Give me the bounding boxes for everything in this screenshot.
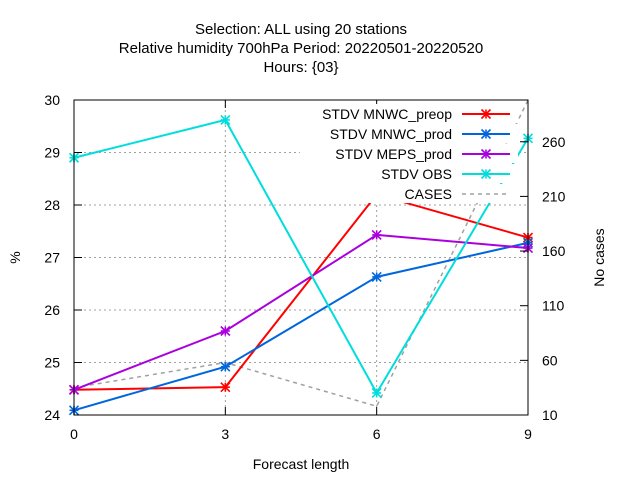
x-tick-label: 6: [373, 426, 381, 442]
legend-entry-bg: [300, 164, 518, 183]
y-tick-label: 27: [44, 250, 60, 266]
x-tick-label: 3: [221, 426, 229, 442]
y2-tick-label: 60: [542, 352, 558, 368]
series-line-stdv-obs: [73, 118, 529, 395]
y2-tick-label: 110: [542, 298, 565, 314]
data-point-stdv-obs: [371, 387, 382, 399]
data-point-stdv-mnwc-prod: [220, 361, 231, 372]
legend-entry-bg: [300, 144, 518, 163]
legend-label: CASES: [405, 186, 452, 202]
series-line-stdv-meps-prod: [73, 233, 529, 391]
x-axis-label: Forecast length: [253, 456, 350, 472]
y2-axis-label: No cases: [591, 228, 607, 286]
y2-tick-label: 160: [542, 243, 566, 259]
legend-entry-cases: CASES: [300, 184, 518, 203]
chart-title: Selection: ALL using 20 stations Relative…: [119, 21, 483, 76]
legend-marker: [480, 128, 492, 140]
y2-tick-label: 210: [542, 188, 566, 204]
legend-entry-stdv-mnwc-prod: STDV MNWC_prod: [300, 124, 518, 143]
y-tick-label: 28: [44, 197, 60, 213]
legend-entry-bg: [300, 104, 518, 123]
legend-marker: [480, 108, 492, 120]
data-point-stdv-meps-prod: [220, 325, 231, 337]
y-tick-label: 26: [44, 302, 60, 318]
y-tick-label: 25: [44, 355, 60, 371]
title-line-2: Relative humidity 700hPa Period: 2022050…: [119, 40, 483, 57]
series-line-stdv-mnwc-prod: [73, 241, 529, 412]
legend-entry-bg: [300, 124, 518, 143]
x-tick-label: 9: [524, 426, 532, 442]
legend-marker: [480, 168, 492, 180]
y2-tick-label: 260: [542, 134, 566, 150]
legend-entry-stdv-obs: STDV OBS: [300, 164, 518, 183]
y-tick-label: 24: [44, 407, 60, 423]
data-point-stdv-mnwc-preop: [220, 382, 231, 393]
axes: 0 3 6 9 24 25 26 27 28 29 30 10 60 110 160 210 260 Foreca…: [7, 92, 607, 472]
legend-marker: [480, 148, 492, 160]
title-line-1: Selection: ALL using 20 stations: [195, 21, 407, 38]
data-point-stdv-meps-prod: [371, 229, 382, 240]
series-cases: [73, 99, 529, 408]
y2-tick-label: 10: [542, 407, 558, 423]
legend-label: STDV MNWC_preop: [322, 106, 452, 122]
data-point-stdv-obs: [220, 114, 231, 126]
legend: STDV MNWC_preop STDV MNWC_prod STDV MEPS_p…: [300, 104, 518, 203]
series-line-stdv-mnwc-preop: [73, 193, 529, 391]
legend-entry-stdv-meps-prod: STDV MEPS_prod: [300, 144, 518, 163]
title-line-3: Hours: {03}: [263, 59, 338, 76]
y-tick-label: 29: [44, 145, 60, 161]
y-axis-label: %: [7, 251, 23, 263]
y-tick-label: 30: [44, 92, 60, 108]
series-line-cases: [73, 99, 529, 408]
legend-label: STDV MEPS_prod: [335, 146, 452, 162]
data-point-stdv-mnwc-prod: [371, 271, 382, 282]
series-stdv-obs: [68, 114, 534, 399]
legend-label: STDV MNWC_prod: [330, 126, 452, 142]
legend-entry-bg: [300, 184, 518, 203]
series-lines: [68, 99, 534, 416]
x-tick-label: 0: [70, 426, 78, 442]
legend-entry-stdv-mnwc-preop: STDV MNWC_preop: [300, 104, 518, 123]
legend-label: STDV OBS: [381, 166, 452, 182]
